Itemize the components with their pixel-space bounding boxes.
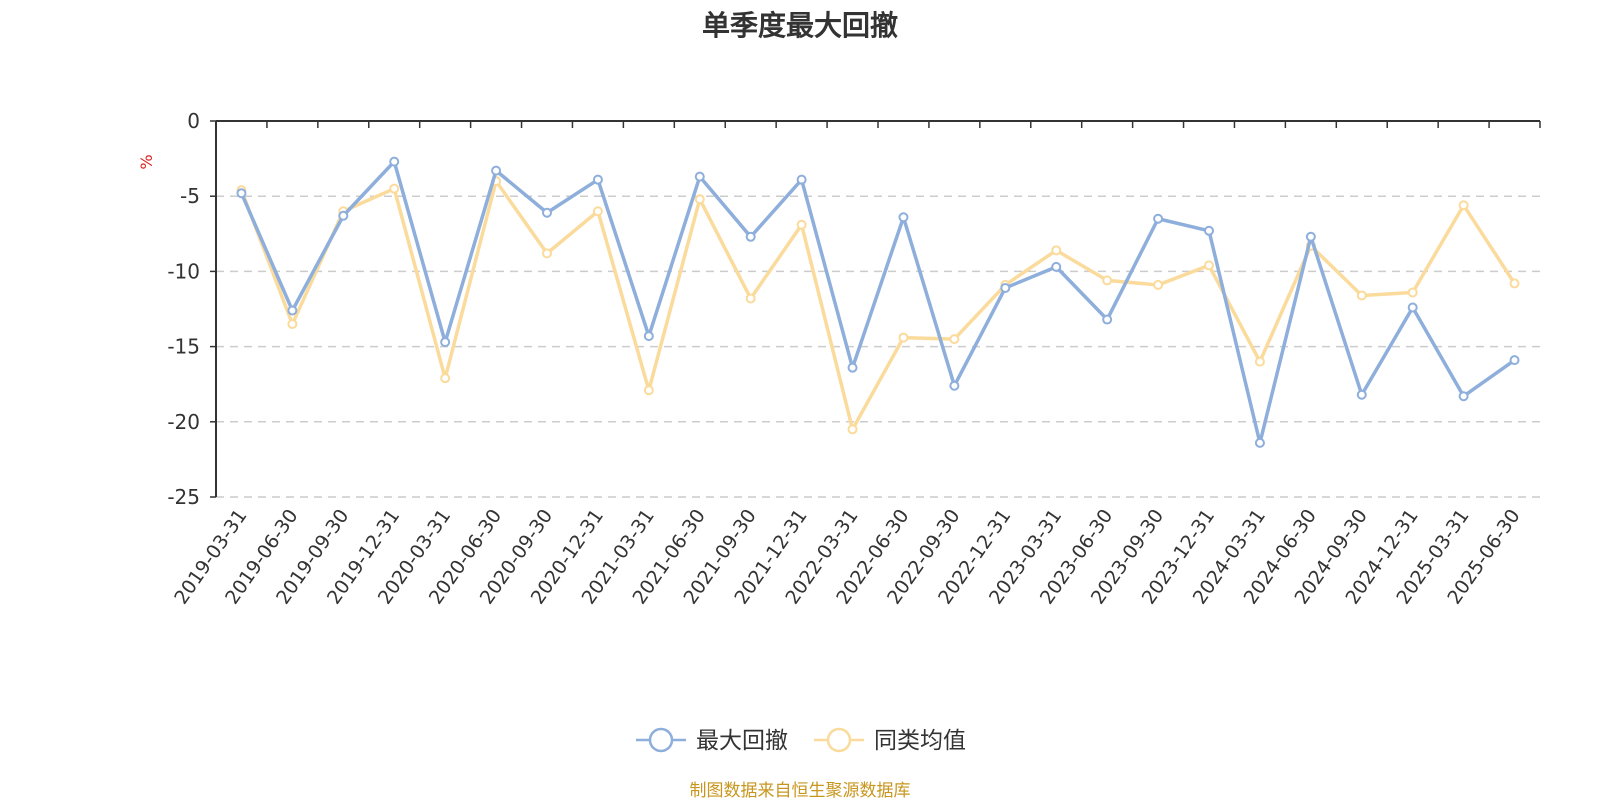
data-point[interactable] bbox=[1102, 275, 1113, 286]
data-point[interactable] bbox=[1000, 282, 1011, 293]
series-line bbox=[239, 179, 1517, 432]
legend-marker-icon bbox=[648, 727, 674, 753]
data-point[interactable] bbox=[1407, 302, 1418, 313]
legend-item[interactable]: 同类均值 bbox=[814, 727, 966, 754]
data-point[interactable] bbox=[1153, 213, 1164, 224]
data-point[interactable] bbox=[287, 319, 298, 330]
data-point[interactable] bbox=[1356, 290, 1367, 301]
series-line bbox=[239, 159, 1516, 445]
legend-label: 最大回撤 bbox=[696, 728, 788, 754]
data-point[interactable] bbox=[440, 373, 451, 384]
y-tick-label: -10 bbox=[167, 259, 200, 283]
series-layer bbox=[236, 156, 1520, 448]
data-point[interactable] bbox=[440, 337, 451, 348]
y-tick-label: -15 bbox=[167, 335, 200, 359]
data-point[interactable] bbox=[1356, 389, 1367, 400]
y-tick-label: -5 bbox=[180, 184, 200, 208]
data-point[interactable] bbox=[847, 424, 858, 435]
data-point[interactable] bbox=[1051, 245, 1062, 256]
data-point[interactable] bbox=[1102, 314, 1113, 325]
y-tick-label: 0 bbox=[187, 109, 200, 133]
data-point[interactable] bbox=[643, 385, 654, 396]
chart-title: 单季度最大回撤 bbox=[701, 9, 898, 42]
data-point[interactable] bbox=[287, 305, 298, 316]
data-point[interactable] bbox=[1254, 356, 1265, 367]
legend: 最大回撤 同类均值 bbox=[636, 727, 966, 754]
data-point[interactable] bbox=[745, 231, 756, 242]
data-point[interactable] bbox=[949, 334, 960, 345]
legend-item[interactable]: 最大回撤 bbox=[636, 727, 788, 754]
data-point[interactable] bbox=[847, 362, 858, 373]
legend-marker-icon bbox=[826, 727, 852, 753]
series-max-drawdown bbox=[236, 156, 1520, 448]
source-note: 制图数据来自恒生聚源数据库 bbox=[689, 781, 911, 801]
y-tick-label: -25 bbox=[167, 485, 200, 509]
data-point[interactable] bbox=[745, 293, 756, 304]
data-point[interactable] bbox=[542, 248, 552, 259]
data-point[interactable] bbox=[1204, 225, 1214, 236]
data-point[interactable] bbox=[796, 219, 807, 230]
y-axis-unit: % bbox=[137, 154, 156, 169]
data-point[interactable] bbox=[898, 212, 909, 223]
data-point[interactable] bbox=[592, 206, 603, 217]
data-point[interactable] bbox=[1458, 391, 1469, 402]
data-point[interactable] bbox=[1051, 261, 1062, 272]
data-point[interactable] bbox=[796, 174, 807, 185]
data-point[interactable] bbox=[338, 210, 349, 221]
legend-label: 同类均值 bbox=[874, 728, 966, 754]
data-point[interactable] bbox=[643, 331, 654, 342]
data-point[interactable] bbox=[389, 183, 400, 194]
data-point[interactable] bbox=[236, 188, 247, 199]
data-point[interactable] bbox=[1458, 200, 1469, 211]
data-point[interactable] bbox=[1254, 437, 1265, 448]
data-point[interactable] bbox=[1204, 260, 1214, 271]
data-point[interactable] bbox=[1407, 287, 1418, 298]
data-point[interactable] bbox=[898, 332, 909, 343]
data-point[interactable] bbox=[694, 171, 705, 182]
data-point[interactable] bbox=[389, 156, 400, 167]
data-point[interactable] bbox=[1305, 231, 1316, 242]
data-point[interactable] bbox=[949, 380, 960, 391]
series-peer-average bbox=[236, 176, 1520, 435]
data-point[interactable] bbox=[491, 165, 502, 176]
data-point[interactable] bbox=[1153, 279, 1164, 290]
data-point[interactable] bbox=[542, 207, 552, 218]
data-point[interactable] bbox=[1509, 278, 1520, 289]
data-point[interactable] bbox=[592, 174, 603, 185]
grid-lines bbox=[216, 195, 1540, 498]
data-point[interactable] bbox=[694, 194, 705, 205]
data-point[interactable] bbox=[1509, 355, 1520, 366]
y-tick-label: -20 bbox=[167, 410, 200, 434]
